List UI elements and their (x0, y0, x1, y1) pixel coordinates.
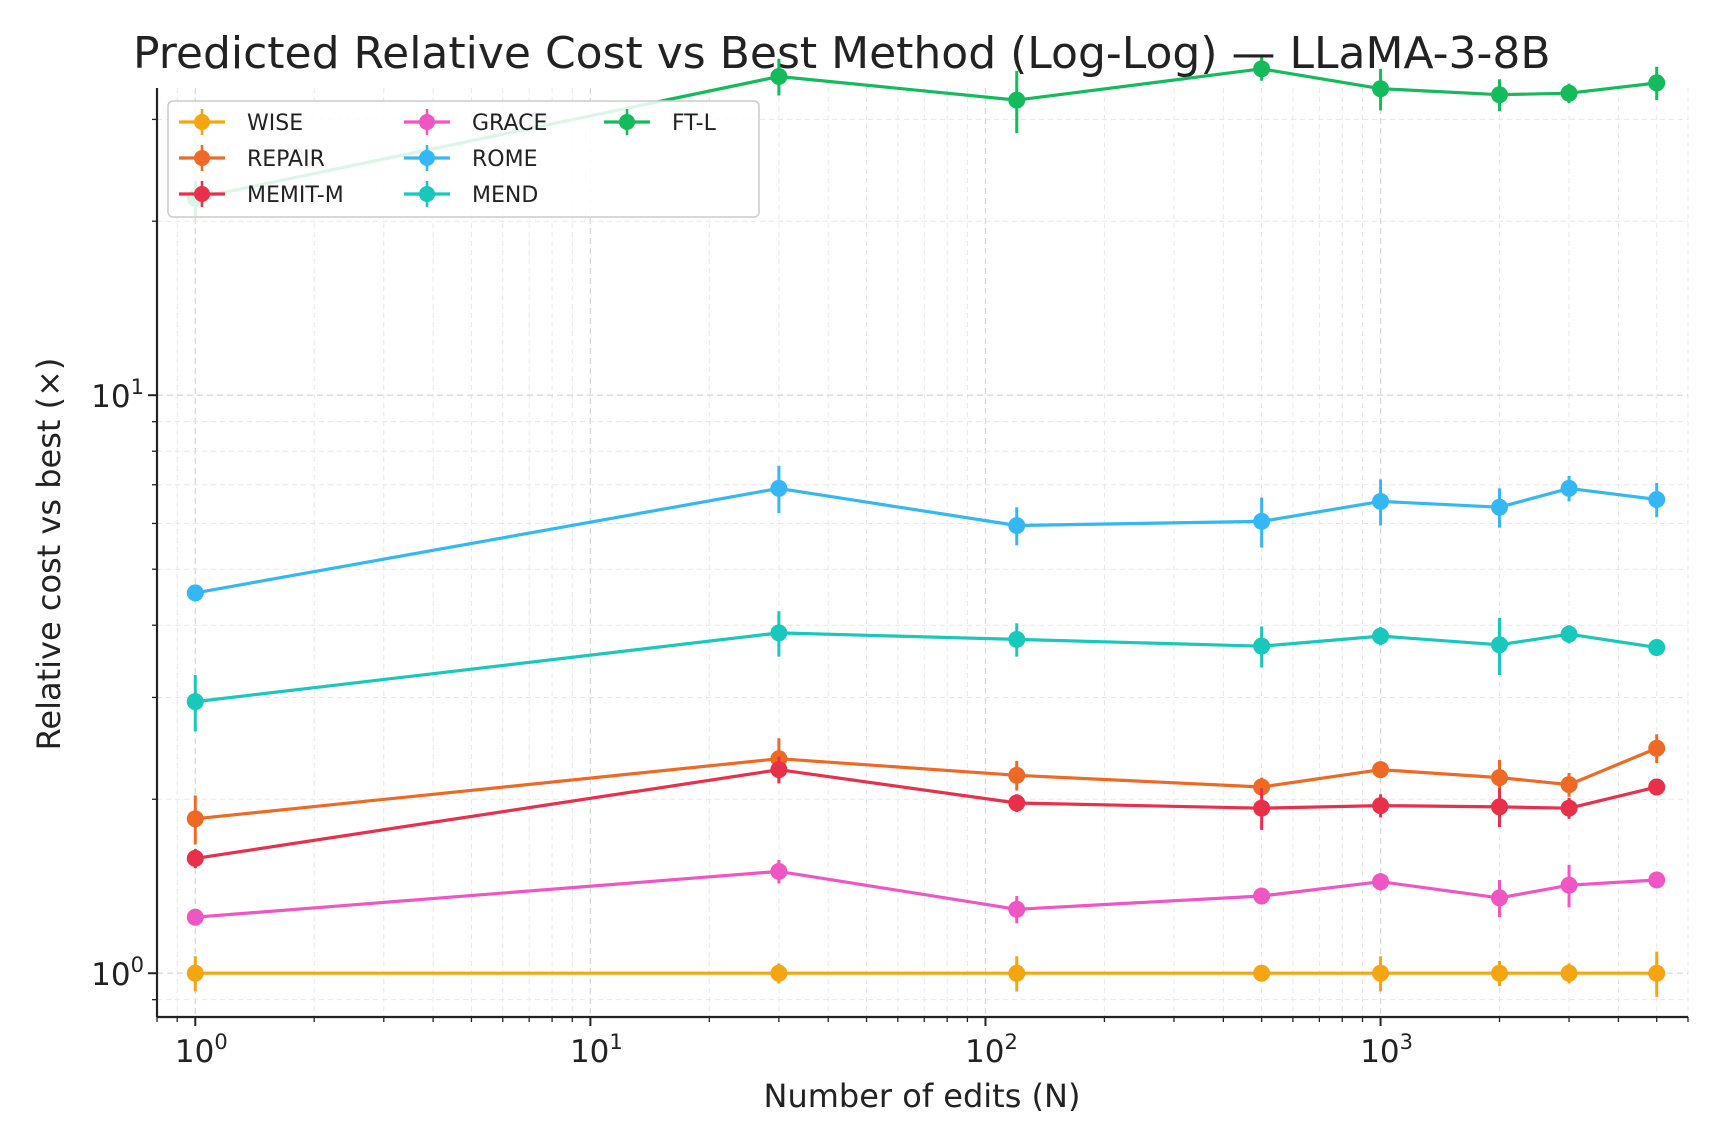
data-point (1372, 964, 1390, 982)
data-point (1253, 60, 1271, 78)
data-point (186, 810, 204, 828)
legend-label-ft-l: FT-L (672, 111, 717, 136)
ticks: 100 101 102 103 100 101 (91, 118, 1689, 1070)
data-point (1253, 637, 1271, 655)
x-tick-label: 102 (965, 1030, 1018, 1070)
data-point (1648, 491, 1666, 509)
series-line-rome (195, 486, 1657, 595)
legend-label-repair: REPAIR (247, 147, 325, 172)
data-point (1372, 80, 1390, 98)
data-point (1008, 964, 1026, 982)
data-point (1560, 84, 1578, 102)
data-point (1648, 871, 1666, 889)
data-point (770, 67, 788, 85)
data-point (1648, 74, 1666, 92)
data-point (770, 761, 788, 779)
x-tick-label: 101 (570, 1030, 623, 1070)
data-point (1372, 627, 1390, 645)
data-point (1490, 798, 1508, 816)
legend-marker (419, 114, 435, 130)
data-point (1560, 876, 1578, 894)
data-point (1490, 769, 1508, 787)
data-point (1008, 900, 1026, 918)
data-point (1648, 739, 1666, 757)
data-point (1490, 86, 1508, 104)
data-point (1372, 761, 1390, 779)
data-point (1253, 964, 1271, 982)
series-line-repair (195, 746, 1658, 821)
data-point (1490, 498, 1508, 516)
legend-label-wise: WISE (247, 111, 303, 136)
data-point (770, 624, 788, 642)
data-point (1648, 964, 1666, 982)
data-point (770, 479, 788, 497)
data-point (1648, 639, 1666, 657)
y-axis-label: Relative cost vs best (×) (30, 358, 68, 751)
data-point (1490, 964, 1508, 982)
data-point (186, 849, 204, 867)
data-point (1253, 512, 1271, 530)
data-point (1560, 776, 1578, 794)
chart-title: Predicted Relative Cost vs Best Method (… (133, 28, 1551, 79)
data-point (1008, 517, 1026, 535)
legend-marker (619, 114, 635, 130)
data-point (1008, 794, 1026, 812)
legend-label-memit-m: MEMIT-M (247, 183, 344, 208)
x-tick-label: 103 (1360, 1030, 1413, 1070)
data-point (1648, 778, 1666, 796)
series-line-memit-m (195, 768, 1658, 860)
legend-marker (194, 186, 210, 202)
y-tick-label: 101 (91, 375, 144, 415)
data-point (1560, 625, 1578, 643)
data-point (1372, 797, 1390, 815)
data-point (186, 693, 204, 711)
data-point (1008, 766, 1026, 784)
data-point (1560, 479, 1578, 497)
legend: WISE REPAIR MEMIT-M GRACE ROME MEND FT-L (167, 100, 760, 218)
legend-marker (194, 114, 210, 130)
data-point (1560, 799, 1578, 817)
x-axis-label: Number of edits (N) (764, 1077, 1081, 1115)
x-tick-label: 100 (175, 1030, 228, 1070)
series-line-ft-l (194, 67, 1657, 200)
data-point (1253, 778, 1271, 796)
legend-marker (419, 186, 435, 202)
data-point (1253, 887, 1271, 905)
series-line-mend (195, 631, 1657, 704)
data-point (1490, 636, 1508, 654)
data-point (1008, 630, 1026, 648)
legend-label-mend: MEND (472, 183, 538, 208)
legend-marker (194, 150, 210, 166)
data-point (186, 908, 204, 926)
series-line-grace (195, 869, 1657, 919)
data-point (770, 862, 788, 880)
legend-frame (167, 100, 760, 218)
data-point (770, 964, 788, 982)
data-point (1253, 799, 1271, 817)
legend-marker (419, 150, 435, 166)
y-tick-label: 100 (91, 953, 144, 993)
axes (155, 88, 1688, 1019)
data-point (1560, 964, 1578, 982)
data-point (1372, 873, 1390, 891)
legend-label-grace: GRACE (472, 111, 547, 136)
data-point (1490, 889, 1508, 907)
data-point (186, 964, 204, 982)
grid (156, 88, 1689, 1017)
legend-label-rome: ROME (472, 147, 537, 172)
series (186, 57, 1666, 997)
data-point (186, 584, 204, 602)
data-point (1372, 492, 1390, 510)
data-point (1008, 91, 1026, 109)
